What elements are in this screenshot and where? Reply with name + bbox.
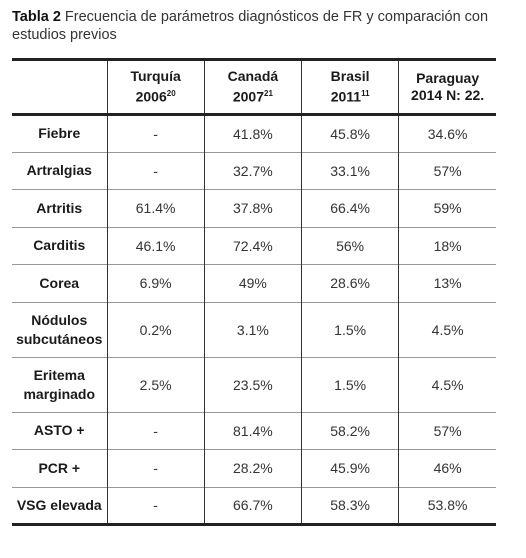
row-label: Corea xyxy=(12,264,107,302)
row-label: PCR + xyxy=(12,449,107,487)
cell-value: 61.4% xyxy=(106,189,205,227)
cell-value: 4.5% xyxy=(398,356,496,412)
cell-value: 66.4% xyxy=(300,189,399,227)
cell-value: 66.7% xyxy=(203,486,302,525)
cell-value: 72.4% xyxy=(203,226,302,265)
cell-value: 28.6% xyxy=(300,264,399,302)
row-label: Eritema marginado xyxy=(12,356,107,412)
header-row: Turquía 200620 Canadá 200721 Brasil 201111 Par… xyxy=(12,59,496,115)
header-cell: Brasil 201111 xyxy=(300,59,399,115)
cell-value: - xyxy=(106,114,205,152)
cell-value: 46% xyxy=(398,449,496,487)
column-year: 2011 xyxy=(330,88,362,105)
cell-value: 0.2% xyxy=(106,301,205,357)
cell-value: 81.4% xyxy=(203,411,302,450)
header-cell: Canadá 200721 xyxy=(203,59,302,115)
row-label: ASTO + xyxy=(12,411,107,450)
column-name: Canadá xyxy=(227,68,279,85)
cell-value: 6.9% xyxy=(106,264,205,302)
cell-value: 2.5% xyxy=(106,356,205,412)
table-row: Artralgias -32.7% 33.1% 57% xyxy=(12,151,496,190)
table: Turquía 200620 Canadá 200721 Brasil 201111 Par… xyxy=(12,58,496,526)
row-label: Artralgias xyxy=(12,151,107,190)
header-cell: Turquía 200620 xyxy=(106,59,205,115)
row-label: VSG elevada xyxy=(12,486,107,525)
column-ref: 20 xyxy=(166,89,176,99)
cell-value: - xyxy=(106,411,205,450)
cell-value: - xyxy=(106,486,205,525)
cell-value: 1.5% xyxy=(300,356,399,412)
cell-value: 58.3% xyxy=(300,486,399,525)
cell-value: 1.5% xyxy=(300,301,399,357)
table-row: Artritis 61.4% 37.8% 66.4% 59% xyxy=(12,189,496,227)
row-label: Nódulos subcutáneos xyxy=(12,301,107,357)
cell-value: 41.8% xyxy=(203,114,302,152)
table-row: PCR + -28.2% 45.9% 46% xyxy=(12,449,496,487)
cell-value: 49% xyxy=(203,264,302,302)
cell-value: 45.9% xyxy=(300,449,399,487)
cell-value: 59% xyxy=(398,189,496,227)
row-label: Carditis xyxy=(12,226,107,265)
cell-value: 3.1% xyxy=(203,301,302,357)
caption-label: Tabla 2 xyxy=(12,9,61,25)
cell-value: 28.2% xyxy=(203,449,302,487)
cell-value: 46.1% xyxy=(106,226,205,265)
column-year: 2014 N: 22. xyxy=(411,87,485,103)
cell-value: 45.8% xyxy=(300,114,399,152)
cell-value: 53.8% xyxy=(398,486,496,525)
header-cell: Paraguay 2014 N: 22. xyxy=(398,59,496,115)
cell-value: 13% xyxy=(398,264,496,302)
cell-value: 4.5% xyxy=(398,301,496,357)
caption: Tabla 2 Frecuencia de parámetros diagnós… xyxy=(12,8,502,44)
cell-value: 32.7% xyxy=(203,151,302,190)
row-label: Artritis xyxy=(12,189,107,227)
header-cell xyxy=(12,60,107,115)
cell-value: - xyxy=(106,151,205,190)
column-year: 2007 xyxy=(232,88,264,105)
column-ref: 21 xyxy=(264,89,273,99)
table-row: VSG elevada -66.7% 58.3% 53.8% xyxy=(12,486,496,525)
column-name: Turquía xyxy=(130,68,181,85)
column-ref: 11 xyxy=(361,89,370,99)
table-row: Nódulos subcutáneos 0.2% 3.1% 1.5% 4.5% xyxy=(12,301,496,357)
column-year: 2006 xyxy=(135,88,167,105)
column-name: Paraguay xyxy=(416,70,480,86)
cell-value: 37.8% xyxy=(203,189,302,227)
cell-value: 18% xyxy=(398,226,496,265)
cell-value: 57% xyxy=(398,411,496,450)
cell-value: 34.6% xyxy=(398,114,496,152)
row-label: Fiebre xyxy=(38,125,81,142)
cell-value: 57% xyxy=(398,151,496,190)
table-row: Carditis 46.1% 72.4% 56% 18% xyxy=(12,226,496,265)
caption-text: Frecuencia de parámetros diagnósticos de… xyxy=(12,9,489,43)
column-name: Brasil xyxy=(330,68,370,85)
table-row: ASTO + -81.4% 58.2% 57% xyxy=(12,411,496,450)
cell-value: 56% xyxy=(300,226,399,265)
table-row: Eritema marginado 2.5% 23.5% 1.5% 4.5% xyxy=(12,356,496,412)
cell-value: - xyxy=(106,449,205,487)
cell-value: 33.1% xyxy=(300,151,399,190)
table-row: Corea 6.9% 49% 28.6% 13% xyxy=(12,264,496,302)
table-row: Fiebre -41.8% 45.8% 34.6% xyxy=(12,114,496,152)
cell-value: 58.2% xyxy=(300,411,399,450)
cell-value: 23.5% xyxy=(203,356,302,412)
